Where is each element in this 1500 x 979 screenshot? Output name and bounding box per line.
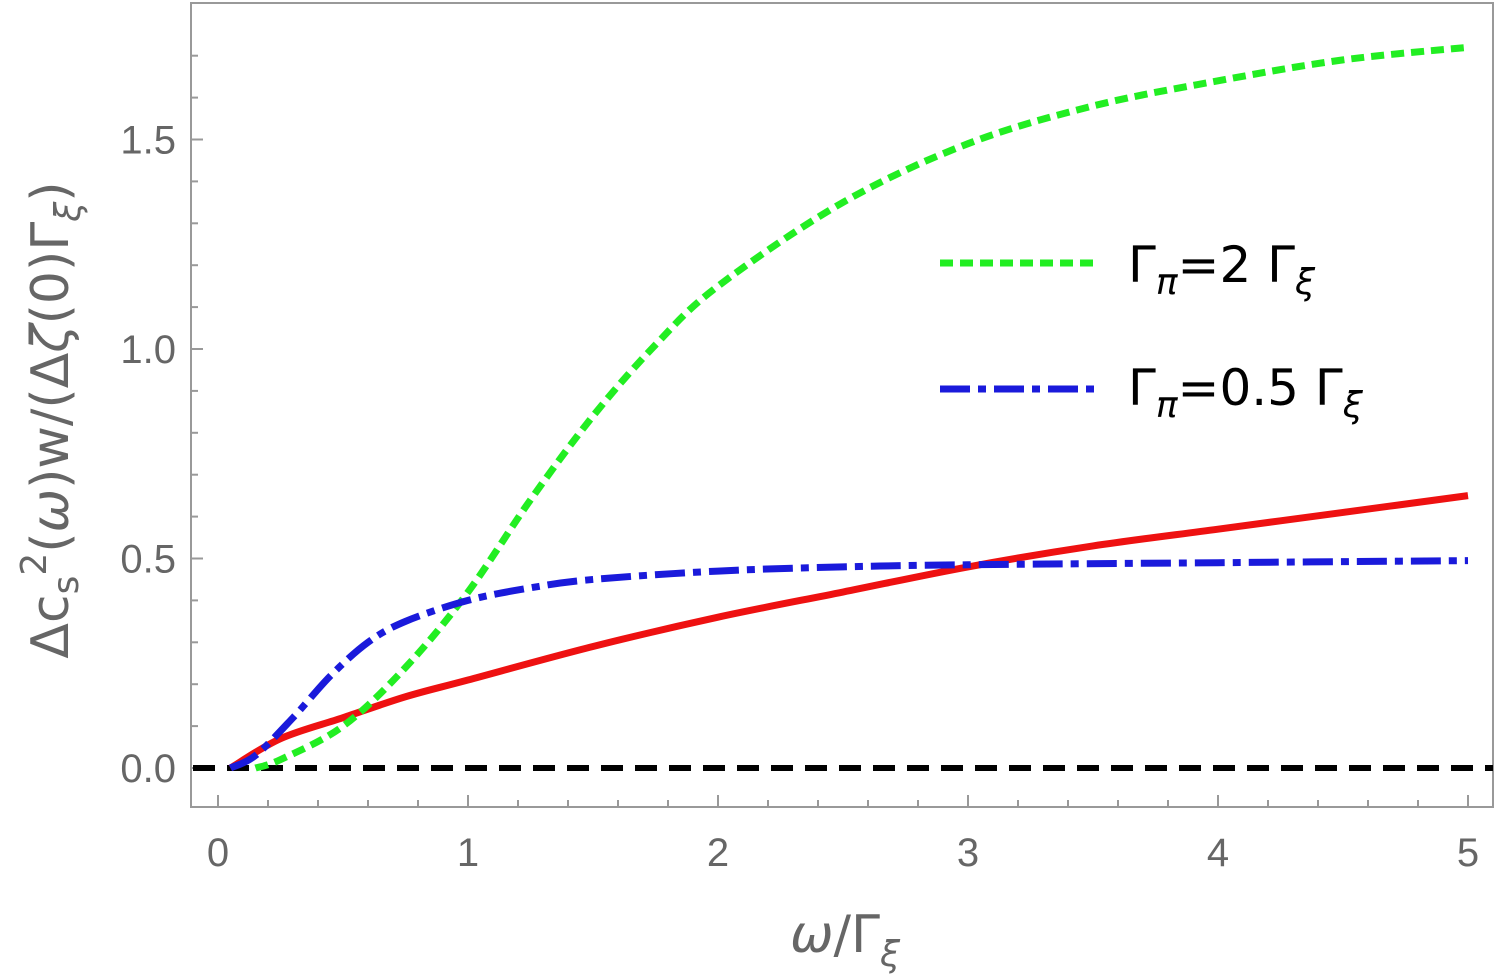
- y-tick-label: 1.5: [120, 119, 176, 163]
- plot-frame: [190, 2, 1494, 808]
- ticks-layer: [191, 54, 1469, 807]
- x-tick-label: 5: [1457, 831, 1479, 875]
- legend-label-gamma-pi-0-5: Γπ=0.5 Γξ: [1128, 359, 1364, 426]
- series-layer: [193, 43, 1493, 772]
- y-axis-title: Δcs2(ω)w/(Δζ(0)Γξ): [14, 181, 89, 658]
- legend: Γπ=2 Γξ Γπ=0.5 Γξ: [940, 236, 1364, 426]
- x-tick-label: 4: [1207, 831, 1229, 875]
- x-tick-label: 3: [957, 831, 979, 875]
- y-tick-label: 0.5: [120, 538, 176, 582]
- y-tick-label: 0.0: [120, 747, 176, 791]
- red-solid-line: [228, 492, 1469, 772]
- legend-label-gamma-pi-2: Γπ=2 Γξ: [1128, 236, 1316, 303]
- y-axis-title-group: Δcs2(ω)w/(Δζ(0)Γξ): [14, 181, 89, 658]
- x-tick-label: 2: [707, 831, 729, 875]
- x-tick-label: 0: [207, 831, 229, 875]
- x-tick-labels: 0 1 2 3 4 5: [207, 831, 1479, 875]
- x-tick-label: 1: [457, 831, 479, 875]
- x-axis-title: ω/Γξ: [790, 905, 901, 975]
- y-tick-labels: 0.0 0.5 1.0 1.5: [120, 119, 176, 792]
- green-dotted-line: [254, 43, 1469, 772]
- y-tick-label: 1.0: [120, 328, 176, 372]
- blue-dashdot-line: [228, 557, 1469, 772]
